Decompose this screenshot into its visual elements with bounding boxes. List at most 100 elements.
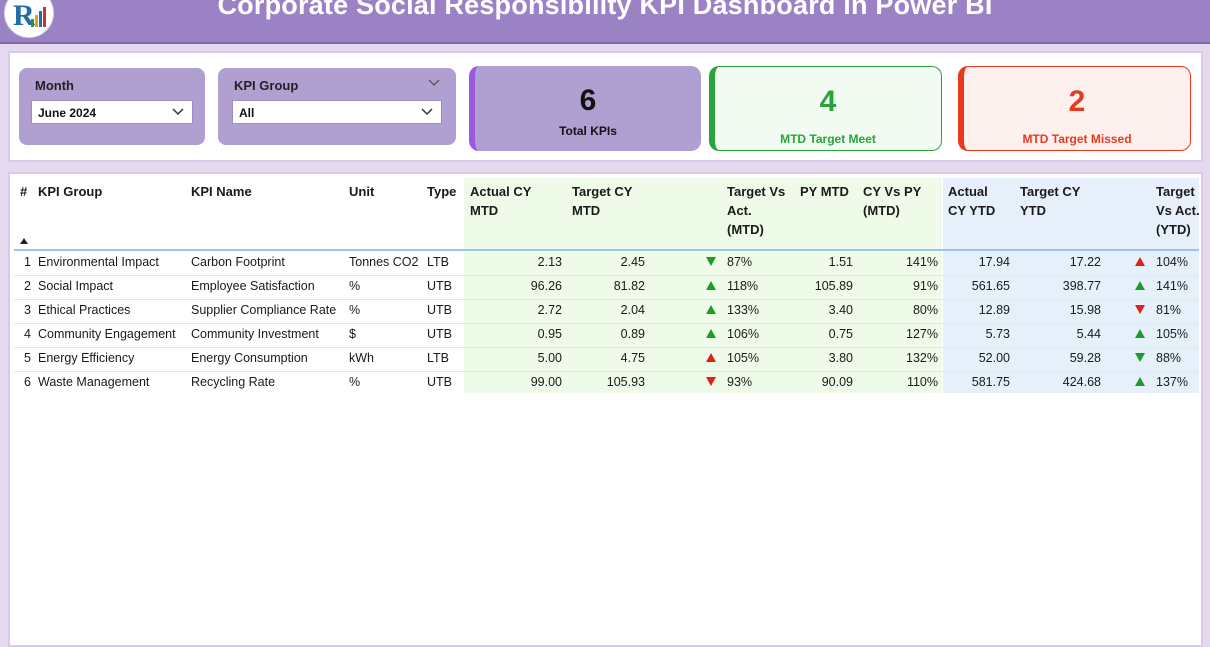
table-row[interactable]: 1 Environmental Impact Carbon Footprint Ton… (14, 251, 1199, 275)
header-line: CY Vs PY (863, 184, 922, 199)
cell-kpi-name: Community Investment (191, 327, 319, 341)
cell-kpi-group: Environmental Impact (38, 255, 159, 269)
col-header-kpi-name[interactable]: KPI Name (191, 184, 252, 199)
table-row[interactable]: 2 Social Impact Employee Satisfaction% UTB 9… (14, 275, 1199, 299)
sort-ascending-icon[interactable] (20, 238, 28, 244)
cell-num: 3 (24, 303, 31, 317)
col-header-actual-cy-ytd[interactable]: Actual CY YTD (948, 182, 995, 220)
cell-target-vs-act-ytd: 104% (1156, 255, 1188, 269)
col-header-target-vs-act-ytd[interactable]: Target Vs Act. (YTD) (1156, 182, 1200, 239)
row-divider (14, 347, 1199, 348)
triangle-up-icon (706, 329, 716, 338)
cell-kpi-group: Social Impact (38, 279, 114, 293)
header-line: MTD (470, 203, 499, 218)
col-header-cy-vs-py-mtd[interactable]: CY Vs PY (MTD) (863, 182, 921, 220)
cell-type: UTB (427, 327, 452, 341)
cell-cy-vs-py-mtd: 80% (912, 303, 938, 317)
cell-kpi-group: Community Engagement (38, 327, 176, 341)
header-line: Actual (948, 184, 988, 199)
cell-unit: % (349, 375, 361, 389)
month-dropdown-value: June 2024 (38, 106, 97, 120)
chevron-down-icon[interactable] (428, 78, 440, 88)
col-header-num[interactable]: # (20, 184, 28, 199)
page-title: Corporate Social Responsibility KPI Dash… (217, 0, 993, 20)
header-line: Target CY (572, 184, 633, 199)
col-header-target-vs-act-mtd[interactable]: Target Vs Act. (MTD) (727, 182, 785, 239)
kpi-group-slicer: KPI Group All (218, 68, 456, 145)
cell-actual-cy-ytd: 561.65 (971, 279, 1010, 293)
cell-cy-vs-py-mtd: 132% (906, 351, 938, 365)
chevron-down-icon (421, 108, 433, 116)
cell-target-cy-mtd: 4.75 (620, 351, 645, 365)
header-line: (MTD) (863, 203, 900, 218)
cell-actual-cy-mtd: 5.00 (537, 351, 562, 365)
header-line: Act. (727, 203, 752, 218)
table-row[interactable]: 5 Energy Efficiency Energy Consumption kWh L… (14, 347, 1199, 371)
row-divider (14, 371, 1199, 372)
mtd-target-missed-value: 2 (1068, 85, 1086, 118)
cell-unit: % (349, 303, 361, 317)
table-row[interactable]: 6 Waste Management Recycling Rate% UTB 99.00… (14, 371, 1199, 395)
cell-py-mtd: 3.80 (828, 351, 853, 365)
kpi-group-dropdown-value: All (239, 106, 255, 120)
cell-target-vs-act-ytd: 88% (1156, 351, 1182, 365)
col-header-py-mtd[interactable]: PY MTD (800, 184, 849, 199)
triangle-down-icon (1135, 305, 1145, 314)
col-header-kpi-group[interactable]: KPI Group (38, 184, 103, 199)
cell-kpi-name: Supplier Compliance Rate (191, 303, 337, 317)
month-dropdown[interactable]: June 2024 (31, 100, 193, 124)
cell-actual-cy-mtd: 0.95 (537, 327, 562, 341)
month-slicer: Month June 2024 (19, 68, 205, 145)
cell-target-vs-act-mtd: 118% (727, 279, 759, 293)
cell-actual-cy-ytd: 12.89 (978, 303, 1010, 317)
col-header-target-cy-mtd[interactable]: Target CY MTD (572, 182, 632, 220)
cell-kpi-name: Employee Satisfaction (191, 279, 315, 293)
cell-target-cy-ytd: 5.44 (1076, 327, 1101, 341)
header-line: Target Vs (727, 184, 786, 199)
cell-py-mtd: 1.51 (828, 255, 853, 269)
mtd-columns-bg (464, 178, 942, 393)
cell-type: UTB (427, 279, 452, 293)
cell-kpi-group: Waste Management (38, 375, 150, 389)
col-header-unit[interactable]: Unit (349, 184, 375, 199)
mtd-target-missed-label: MTD Target Missed (1022, 132, 1132, 146)
cell-target-cy-mtd: 105.93 (606, 375, 645, 389)
cell-actual-cy-mtd: 96.26 (530, 279, 562, 293)
cell-unit: kWh (349, 351, 374, 365)
row-divider (14, 299, 1199, 300)
cell-num: 1 (24, 255, 31, 269)
cell-kpi-group: Ethical Practices (38, 303, 131, 317)
cell-num: 2 (24, 279, 31, 293)
kpi-group-dropdown[interactable]: All (232, 100, 442, 124)
header-line: Target CY (1020, 184, 1081, 199)
header-line: (MTD) (727, 222, 764, 237)
cell-target-cy-mtd: 0.89 (620, 327, 645, 341)
header-line: (YTD) (1156, 222, 1191, 237)
col-header-type[interactable]: Type (427, 184, 457, 199)
row-divider (14, 323, 1199, 324)
cell-target-cy-ytd: 398.77 (1062, 279, 1101, 293)
cell-num: 5 (24, 351, 31, 365)
cell-py-mtd: 0.75 (828, 327, 853, 341)
cell-actual-cy-ytd: 17.94 (978, 255, 1010, 269)
cell-target-vs-act-mtd: 106% (727, 327, 759, 341)
table-row[interactable]: 3 Ethical Practices Supplier Compliance Ra… (14, 299, 1199, 323)
cell-cy-vs-py-mtd: 110% (906, 375, 938, 389)
cell-actual-cy-mtd: 2.72 (537, 303, 562, 317)
triangle-down-icon (1135, 353, 1145, 362)
cell-target-cy-ytd: 15.98 (1069, 303, 1101, 317)
triangle-down-icon (706, 377, 716, 386)
table-row[interactable]: 4 Community Engagement Community Investmen… (14, 323, 1199, 347)
cell-kpi-group: Energy Efficiency (38, 351, 135, 365)
cell-target-vs-act-ytd: 137% (1156, 375, 1188, 389)
col-header-actual-cy-mtd[interactable]: Actual CY MTD (470, 182, 531, 220)
svg-text:R: R (13, 0, 35, 32)
col-header-target-cy-ytd[interactable]: Target CY YTD (1020, 182, 1080, 220)
cell-py-mtd: 105.89 (814, 279, 853, 293)
total-kpis-value: 6 (579, 84, 597, 117)
cell-actual-cy-ytd: 581.75 (971, 375, 1010, 389)
cell-unit: $ (349, 327, 356, 341)
mtd-target-meet-card: 4 MTD Target Meet (709, 66, 942, 151)
triangle-up-icon (706, 281, 716, 290)
cell-py-mtd: 90.09 (821, 375, 853, 389)
